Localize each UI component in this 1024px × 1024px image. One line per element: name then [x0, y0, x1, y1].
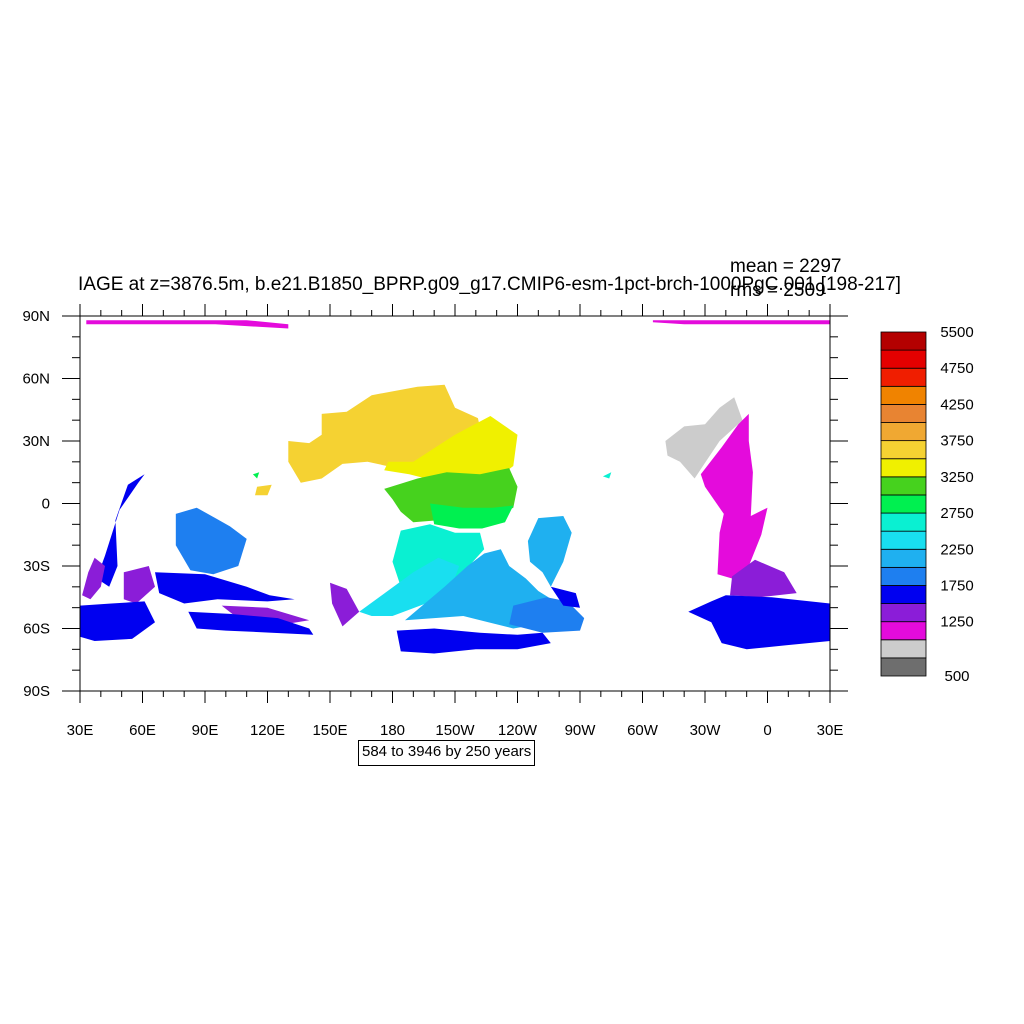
region-peru-basin-green — [430, 503, 514, 529]
lat-tick-label: 30S — [23, 558, 50, 575]
lon-tick-label: 150W — [435, 722, 475, 739]
rms-statistic: rms = 2509 — [730, 280, 826, 301]
lon-tick-label: 90W — [565, 722, 597, 739]
region-tasman-purple — [330, 582, 360, 627]
colorbar-swatch — [880, 458, 927, 478]
colorbar-swatch — [880, 530, 927, 550]
lat-tick-label: 60N — [22, 371, 50, 388]
colorbar-swatch — [880, 639, 927, 659]
region-southern-blue-west — [80, 601, 155, 641]
colorbar-label: 2250 — [940, 541, 973, 558]
colorbar-swatch — [880, 603, 927, 623]
colorbar-label: 4250 — [940, 396, 973, 413]
region-south-atlantic-purple — [730, 559, 797, 598]
region-arctic-strip-west — [86, 320, 289, 329]
colorbar-swatch — [880, 657, 927, 677]
lat-tick-label: 30N — [22, 433, 50, 450]
latitude-labels: 90N 60N 30N 0 30S 60S 90S — [22, 308, 50, 700]
lon-tick-label: 180 — [380, 722, 405, 739]
colorbar-label: 1750 — [940, 577, 973, 594]
mean-statistic: mean = 2297 — [730, 256, 842, 277]
colorbar-swatch — [880, 349, 927, 369]
colorbar-swatch — [880, 385, 927, 405]
lat-tick-label: 0 — [42, 496, 50, 513]
lon-tick-label: 30W — [690, 722, 722, 739]
region-south-indian-blue — [155, 572, 295, 604]
plot-title: IAGE at z=3876.5m, b.e21.B1850_BPRP.g09_… — [78, 274, 901, 295]
colorbar: 500 1250 1750 2250 2750 3250 3750 4250 4750 5500 — [880, 324, 974, 685]
colorbar-swatch — [880, 404, 927, 423]
colorbar-label: 2750 — [940, 505, 973, 522]
colorbar-label: 3250 — [940, 469, 973, 486]
lat-tick-label: 90S — [23, 683, 50, 700]
colorbar-label: 4750 — [940, 360, 973, 377]
region-mozambique-purple — [82, 557, 105, 600]
contour-info-box: 584 to 3946 by 250 years — [358, 740, 536, 766]
region-drake-blue — [550, 586, 580, 608]
lon-tick-label: 30E — [817, 722, 844, 739]
region-north-pacific-yellow — [384, 416, 518, 485]
region-madagascar-purple — [123, 566, 155, 604]
colorbar-swatch — [880, 621, 927, 641]
lon-tick-label: 120E — [250, 722, 285, 739]
region-indian-south-purple — [221, 605, 310, 627]
region-central-pacific-cyan-light — [359, 557, 460, 616]
region-kerguelen-blue — [188, 611, 314, 635]
region-southeast-pacific-blue — [509, 597, 585, 633]
lon-tick-label: 90E — [192, 722, 219, 739]
colorbar-swatch — [880, 476, 927, 496]
colorbar-swatch — [880, 422, 927, 442]
region-indonesia-orange-patch — [255, 484, 272, 496]
lat-tick-label: 90N — [22, 308, 50, 325]
colorbar-label: 500 — [944, 668, 969, 685]
colorbar-swatch — [880, 367, 927, 387]
region-east-indian-green-patch — [252, 472, 260, 479]
longitude-labels: 30E 60E 90E 120E 150E 180 150W 120W 90W 60W 30W 0 30… — [67, 722, 844, 739]
ocean-age-field — [80, 320, 830, 654]
colorbar-label: 5500 — [940, 324, 973, 341]
region-arctic-strip-east — [652, 320, 830, 325]
colorbar-label: 3750 — [940, 433, 973, 450]
region-southern-blue-east — [688, 595, 830, 650]
colorbar-label: 1250 — [940, 614, 973, 631]
region-atlantic-magenta — [700, 413, 768, 579]
lon-tick-label: 120W — [498, 722, 538, 739]
colorbar-swatch — [880, 585, 927, 604]
region-pacific-south-blue — [396, 628, 551, 654]
colorbar-swatch — [880, 512, 927, 532]
colorbar-swatch — [880, 494, 927, 514]
lon-tick-label: 0 — [763, 722, 771, 739]
colorbar-swatch — [880, 331, 927, 351]
lon-tick-label: 150E — [312, 722, 347, 739]
lon-tick-label: 60E — [129, 722, 156, 739]
lon-tick-label: 30E — [67, 722, 94, 739]
region-caribbean-cyan-patch — [602, 472, 612, 479]
lat-tick-label: 60S — [23, 621, 50, 638]
region-central-indian-blue — [175, 507, 247, 575]
colorbar-swatch — [880, 440, 927, 460]
lon-tick-label: 60W — [627, 722, 659, 739]
region-indian-west-blue — [96, 474, 145, 587]
colorbar-swatch — [880, 548, 927, 568]
axis-ticks — [62, 304, 848, 703]
colorbar-swatch — [880, 566, 927, 586]
region-chile-basin-blue — [527, 516, 572, 587]
region-north-atlantic-grey — [665, 397, 743, 479]
